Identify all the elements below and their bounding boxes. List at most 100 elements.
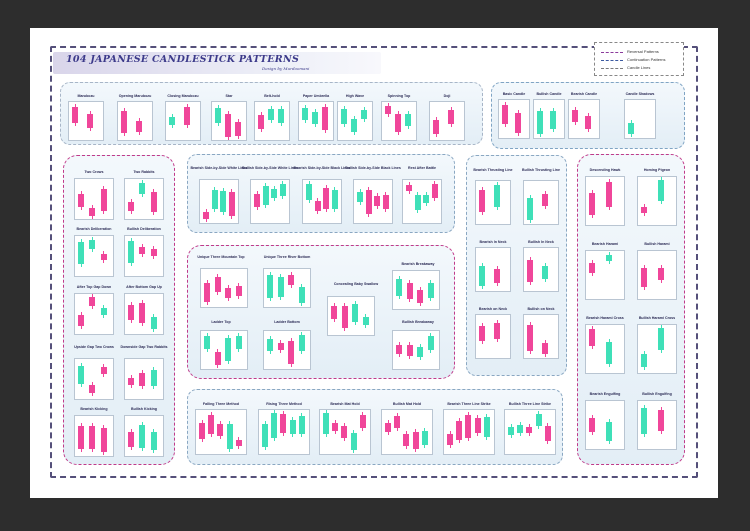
candle (214, 348, 221, 368)
candle (535, 410, 542, 430)
body (267, 338, 273, 352)
body (302, 108, 308, 121)
body (208, 414, 215, 434)
candle (280, 411, 287, 436)
doji-card (429, 101, 465, 141)
body (277, 342, 284, 350)
ladder-top-label: Ladder Top (211, 320, 231, 324)
candle (406, 181, 412, 195)
body (628, 123, 634, 135)
bearish-breakaway-label: Bearish Breakaway (401, 262, 435, 266)
candle (150, 189, 157, 215)
candle (362, 313, 369, 329)
legend-item-continuation: Continuation Patterns (601, 57, 686, 63)
body (89, 239, 96, 250)
candle (396, 342, 402, 357)
candle (89, 205, 96, 219)
candle (100, 250, 107, 264)
body (169, 117, 175, 125)
candle (128, 199, 134, 214)
body (517, 425, 524, 433)
body (406, 283, 413, 300)
candle (226, 420, 233, 453)
bullish-on-neck-label: Bullish on Neck (527, 307, 555, 311)
candle (136, 118, 142, 136)
two-crows-label: Two Crows (84, 170, 104, 174)
spinning-top-card (381, 101, 417, 141)
homing-pigeon-label: Homing Pigeon (643, 168, 671, 172)
body (228, 192, 235, 217)
candle (332, 419, 339, 435)
bullish-engulfing-card (637, 400, 677, 450)
candle-shadows-label: Candle Shadows (625, 92, 655, 96)
body (589, 263, 595, 274)
body (262, 185, 269, 206)
body (341, 305, 348, 329)
candle (483, 413, 490, 440)
candle (589, 189, 595, 218)
bullish-three-line-strike-label: Bullish Three Line Strike (508, 402, 552, 406)
body (542, 193, 548, 206)
ladder-bottom-card (263, 330, 311, 370)
candle (258, 112, 264, 132)
body (277, 276, 284, 298)
body (350, 432, 357, 450)
body (433, 120, 439, 135)
ladder-top-card (200, 330, 248, 370)
bullish-deliberation-label: Bullish Deliberation (127, 227, 161, 231)
marubozu-card (68, 101, 104, 141)
concealing-baby-swallow-card (327, 296, 375, 336)
candle (78, 311, 84, 330)
body (403, 433, 410, 447)
body (658, 268, 664, 281)
body (589, 328, 595, 346)
candle (139, 179, 146, 197)
candle (211, 186, 218, 213)
downside-gap-two-rabbits-card (124, 358, 164, 400)
body (288, 340, 294, 365)
body (542, 342, 548, 354)
candle (184, 104, 190, 129)
body (150, 192, 157, 212)
bullish-harami-cross-label: Bullish Harami Cross (638, 316, 676, 320)
candle (150, 314, 157, 333)
candle (288, 271, 294, 288)
body (280, 414, 287, 433)
bullish-candle-card (533, 99, 565, 139)
candle (357, 189, 363, 206)
candle (394, 412, 401, 432)
bearish-harami-card (585, 250, 625, 300)
closing-marubozu-label: Closing Marubozu (167, 94, 199, 98)
candle (589, 260, 595, 277)
candle (150, 245, 157, 259)
candle (100, 363, 107, 378)
candle (406, 280, 413, 303)
bullish-kicking-label: Bullish Kicking (131, 407, 157, 411)
candle (121, 108, 127, 136)
candle (606, 418, 612, 444)
candle (78, 238, 84, 268)
body (226, 423, 233, 450)
bearish-deliberation-label: Bearish Deliberation (76, 227, 112, 231)
bearish-on-neck-label: Bearish on Neck (478, 307, 508, 311)
candle (405, 110, 411, 129)
body (465, 414, 472, 439)
bearish-thrusting-line-label: Bearish Thrusting Line (473, 168, 513, 172)
bearish-three-line-strike-label: Bearish Three Line Strike (447, 402, 491, 406)
body (279, 183, 286, 196)
bearish-candle-label: Bearish Candle (570, 92, 598, 96)
legend: Reversal Patterns Continuation Patterns … (594, 42, 684, 76)
body (139, 424, 146, 449)
bearish-harami-cross-label: Bearish Harami Cross (586, 316, 624, 320)
basic-candle-card (498, 99, 530, 139)
body (395, 113, 401, 133)
candle (341, 302, 348, 332)
rest-after-battle-card (402, 179, 442, 224)
bullish-kicking-card (124, 415, 164, 457)
bearish-in-neck-card (475, 247, 511, 292)
body (447, 433, 453, 446)
candle (606, 251, 612, 265)
candle (341, 106, 347, 127)
candle (150, 366, 157, 389)
body (323, 187, 329, 209)
